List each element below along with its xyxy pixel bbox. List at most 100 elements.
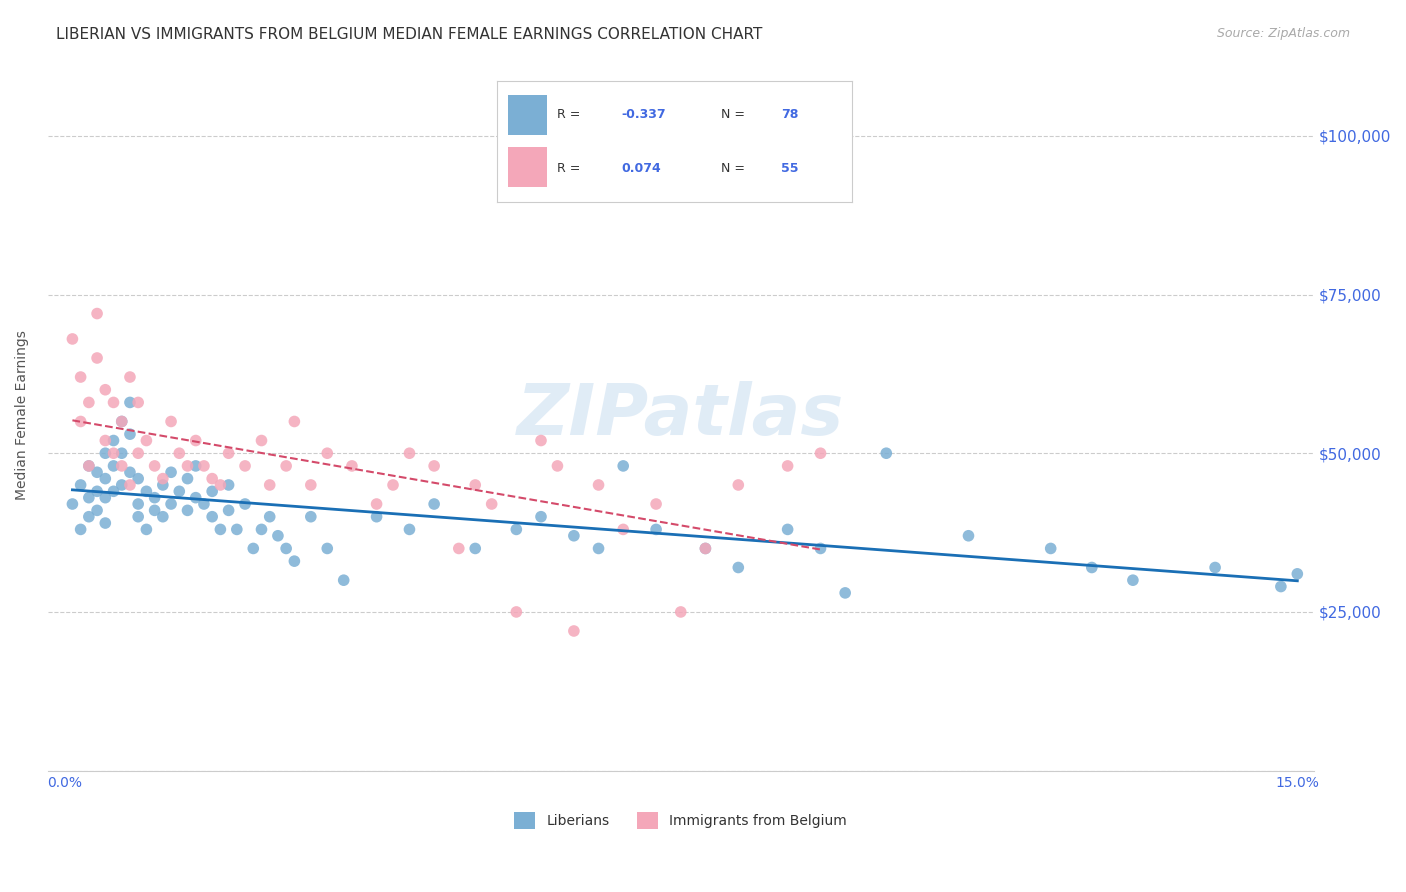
Point [193,497,215,511]
Point [382,478,405,492]
Point [1270,580,1292,594]
Point [776,458,799,473]
Point [332,573,354,587]
Point [176,472,198,486]
Point [957,529,980,543]
Point [447,541,470,556]
Point [62,497,84,511]
Point [118,478,141,492]
Point [118,370,141,384]
Point [299,478,322,492]
Point [111,458,134,473]
Point [86,465,108,479]
Point [103,395,125,409]
Point [340,458,363,473]
Point [1039,541,1062,556]
Point [366,497,388,511]
Point [94,434,117,448]
Legend: Liberians, Immigrants from Belgium: Liberians, Immigrants from Belgium [509,806,852,835]
Point [727,560,749,574]
Point [259,509,281,524]
Point [103,434,125,448]
Point [225,523,247,537]
Point [810,541,832,556]
Point [143,491,166,505]
Point [530,509,553,524]
Point [111,478,134,492]
Point [669,605,692,619]
Point [152,509,174,524]
Point [86,351,108,365]
Point [505,523,527,537]
Point [588,478,610,492]
Point [283,415,305,429]
Point [316,446,339,460]
Text: Source: ZipAtlas.com: Source: ZipAtlas.com [1216,27,1350,40]
Point [218,503,240,517]
Point [152,472,174,486]
Point [86,484,108,499]
Point [562,529,585,543]
Point [176,458,198,473]
Point [1286,566,1309,581]
Point [366,509,388,524]
Point [77,509,100,524]
Point [169,484,191,499]
Point [201,484,224,499]
Point [184,491,207,505]
Point [94,516,117,530]
Point [184,434,207,448]
Point [233,497,256,511]
Y-axis label: Median Female Earnings: Median Female Earnings [15,330,30,500]
Point [169,446,191,460]
Point [423,458,446,473]
Point [127,395,149,409]
Point [135,523,157,537]
Point [127,472,149,486]
Point [160,415,183,429]
Point [152,478,174,492]
Point [176,503,198,517]
Text: LIBERIAN VS IMMIGRANTS FROM BELGIUM MEDIAN FEMALE EARNINGS CORRELATION CHART: LIBERIAN VS IMMIGRANTS FROM BELGIUM MEDI… [56,27,762,42]
Point [135,434,157,448]
Point [127,497,149,511]
Point [201,472,224,486]
Point [160,465,183,479]
Point [218,446,240,460]
Point [1122,573,1144,587]
Point [588,541,610,556]
Point [209,478,232,492]
Point [111,446,134,460]
Point [77,395,100,409]
Point [86,503,108,517]
Point [398,446,420,460]
Point [875,446,897,460]
Point [612,523,634,537]
Point [316,541,339,556]
Point [1081,560,1104,574]
Point [160,497,183,511]
Point [218,478,240,492]
Point [530,434,553,448]
Point [505,605,527,619]
Point [135,484,157,499]
Point [77,458,100,473]
Point [201,509,224,524]
Point [94,446,117,460]
Point [69,523,91,537]
Point [562,624,585,638]
Point [209,523,232,537]
Point [77,458,100,473]
Point [267,529,290,543]
Point [645,497,668,511]
Point [94,472,117,486]
Point [111,415,134,429]
Point [127,446,149,460]
Point [77,491,100,505]
Point [86,307,108,321]
Point [250,434,273,448]
Point [645,523,668,537]
Point [276,541,298,556]
Point [193,458,215,473]
Point [276,458,298,473]
